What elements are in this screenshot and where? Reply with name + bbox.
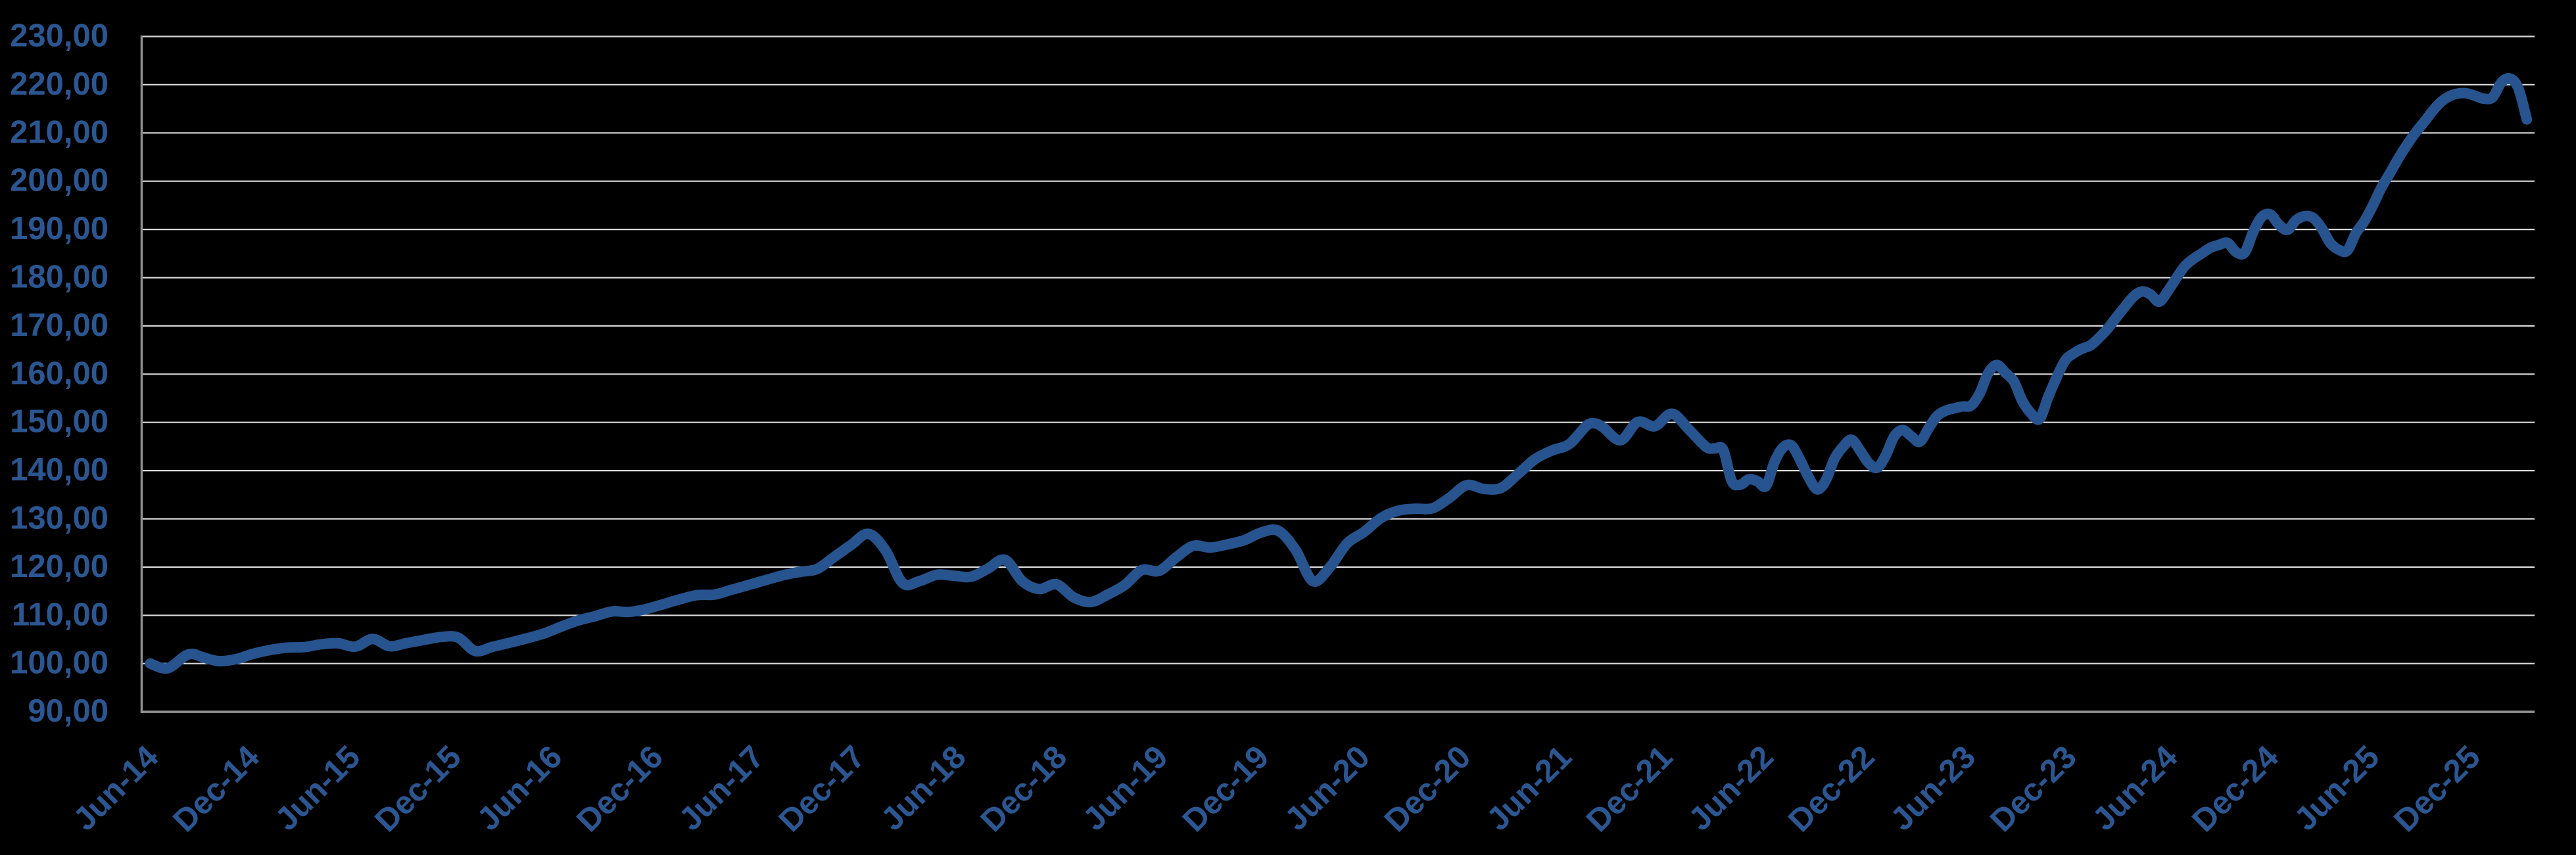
svg-text:160,00: 160,00 xyxy=(10,356,108,391)
svg-text:180,00: 180,00 xyxy=(10,260,108,295)
svg-text:90,00: 90,00 xyxy=(28,693,108,729)
svg-text:140,00: 140,00 xyxy=(10,452,108,488)
svg-text:230,00: 230,00 xyxy=(10,18,108,54)
svg-text:130,00: 130,00 xyxy=(10,501,108,536)
svg-text:100,00: 100,00 xyxy=(10,645,108,681)
svg-text:150,00: 150,00 xyxy=(10,404,108,440)
svg-text:190,00: 190,00 xyxy=(10,211,108,246)
svg-text:200,00: 200,00 xyxy=(10,163,108,198)
svg-text:110,00: 110,00 xyxy=(12,597,108,632)
svg-text:170,00: 170,00 xyxy=(10,308,108,343)
svg-text:220,00: 220,00 xyxy=(10,66,108,102)
svg-text:210,00: 210,00 xyxy=(10,114,108,150)
svg-text:120,00: 120,00 xyxy=(10,549,108,584)
